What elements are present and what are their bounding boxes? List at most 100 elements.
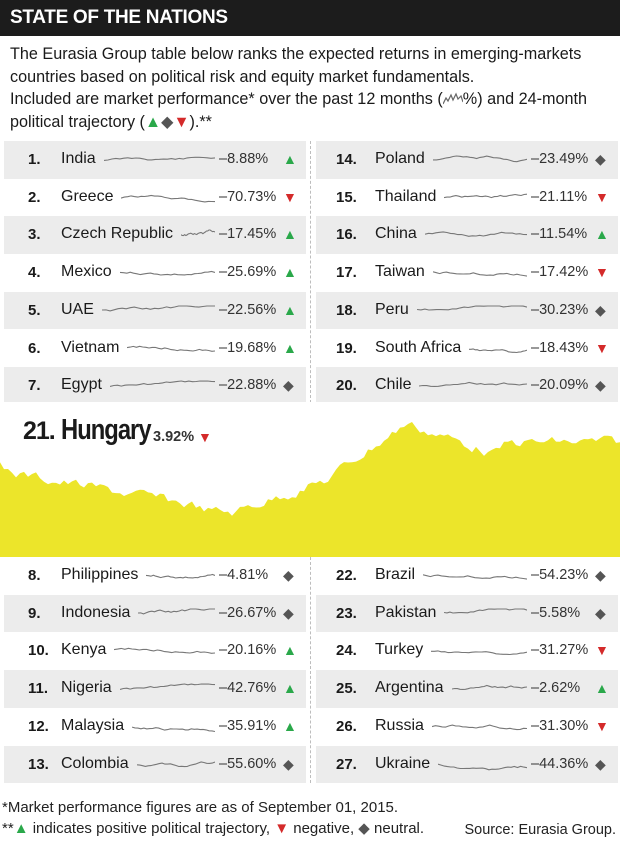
- market-performance-value: –54.23%: [531, 567, 589, 583]
- feature-hungary: 21. Hungary 3.92% ▼: [0, 402, 620, 557]
- country-name: Nigeria: [61, 679, 112, 697]
- country-name: Thailand: [375, 187, 437, 205]
- country-name: Egypt: [61, 376, 102, 394]
- rank-number: 19.: [336, 339, 357, 357]
- country-name: Mexico: [61, 263, 112, 281]
- down-triangle-icon: ▼: [595, 717, 609, 734]
- footnotes: *Market performance figures are as of Se…: [2, 797, 617, 839]
- country-name: Taiwan: [375, 263, 425, 281]
- rank-number: 23.: [336, 604, 357, 622]
- table-row: 19. South Africa –18.43% ▼: [316, 330, 618, 368]
- country-name: Brazil: [375, 566, 416, 583]
- down-triangle-icon: ▼: [173, 112, 190, 131]
- up-triangle-icon: ▲: [283, 642, 297, 659]
- diamond-icon: ◆: [160, 112, 174, 131]
- intro-line-4a: political trajectory (: [10, 112, 145, 131]
- table-row: 17. Taiwan –17.42% ▼: [316, 254, 618, 292]
- country-name: Czech Republic: [61, 225, 174, 243]
- table-row: 14. Poland –23.49% ◆: [316, 141, 618, 179]
- up-triangle-icon: ▲: [283, 301, 297, 318]
- table-row: 24. Turkey –31.27% ▼: [316, 632, 618, 670]
- sparkline-icon: [110, 380, 215, 388]
- sparkline-icon: [102, 305, 215, 312]
- rank-number: 15.: [336, 188, 357, 206]
- market-performance-value: –19.68%: [219, 339, 277, 356]
- hungary-area-fill: [0, 422, 620, 557]
- rank-number: 16.: [336, 226, 357, 244]
- market-performance-value: –22.88%: [219, 377, 277, 394]
- market-performance-value: –42.76%: [219, 680, 277, 697]
- intro-line-4b: ).**: [189, 112, 212, 131]
- header-bar: STATE OF THE NATIONS: [0, 0, 620, 36]
- market-performance-value: –55.60%: [219, 755, 277, 772]
- country-name: Indonesia: [61, 603, 131, 621]
- sparkline-icon: [419, 382, 527, 388]
- table-row: 9. Indonesia –26.67% ◆: [4, 594, 306, 633]
- sparkline-icon: [433, 155, 527, 163]
- diamond-icon: ◆: [595, 604, 606, 621]
- table-row: 15. Thailand –21.11% ▼: [316, 179, 618, 217]
- country-name: Peru: [375, 300, 409, 318]
- market-performance-value: –70.73%: [219, 188, 277, 205]
- market-performance-value: –25.69%: [219, 264, 277, 281]
- sparkline-icon: [442, 92, 463, 105]
- country-name: Malaysia: [61, 716, 125, 734]
- diamond-icon: ◆: [595, 301, 606, 318]
- sparkline-icon: [114, 648, 215, 655]
- country-name: Kenya: [61, 641, 107, 659]
- up-triangle-icon: ▲: [13, 820, 29, 837]
- market-performance-value: –17.45%: [219, 226, 277, 243]
- sparkline-icon: [438, 763, 527, 770]
- market-performance-value: –35.91%: [219, 717, 277, 734]
- market-performance-value: –21.11%: [531, 188, 588, 205]
- table-row: 5. UAE –22.56% ▲: [4, 291, 306, 330]
- sparkline-icon: [181, 229, 215, 237]
- table-row: 3. Czech Republic –17.45% ▲: [4, 216, 306, 255]
- sparkline-icon: [146, 573, 215, 579]
- rank-number: 3.: [28, 226, 41, 244]
- feature-value: 3.92%: [153, 429, 195, 445]
- rank-number: 24.: [336, 642, 357, 660]
- rank-number: 2.: [28, 188, 41, 206]
- country-name: China: [375, 225, 417, 243]
- market-performance-value: –18.43%: [531, 339, 589, 356]
- down-triangle-icon: ▼: [595, 188, 609, 205]
- country-name: Poland: [375, 150, 425, 167]
- intro-line-3b: %) and 24-month: [462, 90, 587, 108]
- down-triangle-icon: ▼: [595, 642, 609, 659]
- down-triangle-icon: ▼: [595, 264, 609, 281]
- table-row: 8. Philippines –4.81% ◆: [4, 557, 306, 595]
- rank-number: 12.: [28, 717, 49, 735]
- table-row: 13. Colombia –55.60% ◆: [4, 745, 306, 784]
- country-name: Chile: [375, 376, 412, 394]
- sparkline-icon: [452, 685, 527, 691]
- rank-number: 18.: [336, 301, 357, 319]
- table-row: 4. Mexico –25.69% ▲: [4, 254, 306, 292]
- table-row: 2. Greece –70.73% ▼: [4, 179, 306, 217]
- page-title: STATE OF THE NATIONS: [10, 7, 228, 28]
- market-performance-value: –31.30%: [531, 717, 589, 734]
- rank-number: 17.: [336, 264, 357, 282]
- rank-number: 14.: [336, 151, 357, 168]
- up-triangle-icon: ▲: [283, 680, 297, 697]
- rank-number: 13.: [28, 755, 49, 773]
- rank-number: 5.: [28, 301, 41, 319]
- market-performance-value: –26.67%: [219, 604, 277, 621]
- market-performance-value: –20.09%: [531, 377, 589, 394]
- sparkline-icon: [423, 574, 527, 580]
- sparkline-icon: [417, 305, 527, 311]
- sparkline-icon: [104, 156, 215, 161]
- hungary-area-chart: [0, 422, 620, 557]
- country-name: South Africa: [375, 338, 462, 356]
- up-triangle-icon: ▲: [283, 339, 297, 356]
- country-name: Ukraine: [375, 754, 431, 772]
- diamond-icon: ◆: [283, 755, 294, 772]
- table-row: 1. India –8.88% ▲: [4, 141, 306, 179]
- intro-line-3: Included are market performance* over th…: [10, 88, 615, 111]
- ranking-table-top: 1. India –8.88% ▲ 2. Greece –70.73% ▼ 3. Czech Re…: [0, 141, 620, 405]
- country-name: Greece: [61, 187, 114, 205]
- diamond-icon: ◆: [595, 151, 606, 167]
- market-performance-value: –17.42%: [531, 264, 589, 281]
- sparkline-icon: [444, 193, 527, 198]
- table-row: 22. Brazil –54.23% ◆: [316, 557, 618, 595]
